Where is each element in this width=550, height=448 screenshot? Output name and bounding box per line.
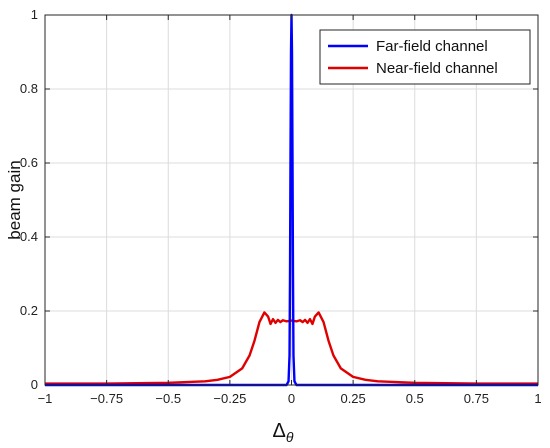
legend-label: Near-field channel xyxy=(376,60,498,77)
legend: Far-field channel Near-field channel xyxy=(319,29,531,85)
y-tick-label: 0.4 xyxy=(20,229,38,244)
y-tick-label: 0.8 xyxy=(20,81,38,96)
y-tick-label: 0.2 xyxy=(20,303,38,318)
x-tick-label: −0.25 xyxy=(213,391,246,406)
y-tick-label: 0 xyxy=(31,377,38,392)
x-axis-label: Δθ xyxy=(273,420,294,445)
series-line-near-field xyxy=(45,311,538,385)
x-tick-label: 1 xyxy=(534,391,541,406)
legend-box xyxy=(319,29,531,85)
y-axis-label: beam gain xyxy=(5,160,24,239)
x-tick-label: 0.75 xyxy=(464,391,489,406)
x-axis-label-subscript: θ xyxy=(286,429,294,445)
y-tick-label: 1 xyxy=(31,7,38,22)
x-tick-label: −0.5 xyxy=(155,391,181,406)
x-tick-label: −1 xyxy=(38,391,53,406)
x-tick-label: 0.25 xyxy=(340,391,365,406)
axis-ticks: −1 −0.75 −0.5 −0.25 0 0.25 0.5 0.75 1 0 0.2 0.4 0.6 0… xyxy=(20,7,542,406)
x-tick-label: −0.75 xyxy=(90,391,123,406)
x-axis-label-main: Δ xyxy=(273,420,286,442)
legend-label: Far-field channel xyxy=(376,38,488,55)
y-tick-label: 0.6 xyxy=(20,155,38,170)
x-tick-label: 0 xyxy=(288,391,295,406)
x-tick-label: 0.5 xyxy=(406,391,424,406)
